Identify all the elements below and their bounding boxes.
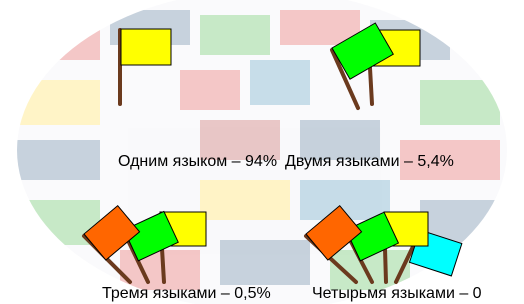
slide: Одним языком – 94% Двумя языками – 5,4% … [0,0,524,304]
group-label: Четырьмя языками – 0 [312,285,482,302]
group-label: Двумя языками – 5,4% [285,153,454,170]
group-label: Одним языком – 94% [118,153,277,170]
group-label: Тремя языками – 0,5% [102,285,271,302]
